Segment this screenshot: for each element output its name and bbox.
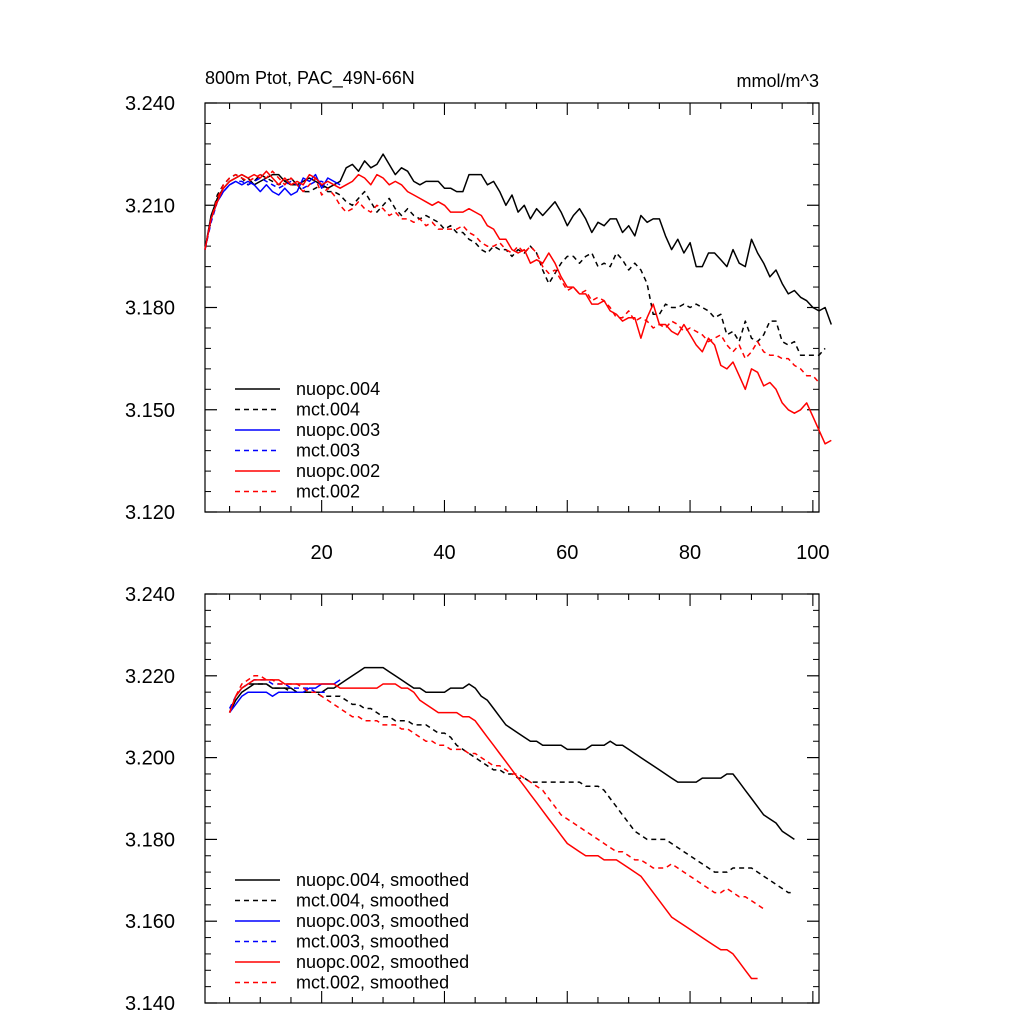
x-tick-label: 60 (556, 542, 578, 564)
y-tick-label: 3.180 (125, 298, 175, 320)
legend-label: nuopc.004 (296, 379, 380, 399)
y-tick-label: 3.210 (125, 195, 175, 217)
legend-label: nuopc.004, smoothed (296, 870, 469, 890)
y-tick-label: 3.120 (125, 502, 175, 524)
axis-ticks-top: 3.120 3.150 3.180 3.210 3.240 20 40 60 80 100 (125, 93, 830, 564)
legend-label: nuopc.003 (296, 420, 380, 440)
y-tick-label: 3.240 (125, 584, 175, 606)
x-tick-label: 100 (796, 542, 829, 564)
legend-label: mct.004 (296, 400, 360, 420)
y-tick-label: 3.220 (125, 666, 175, 688)
x-tick-label: 80 (679, 542, 701, 564)
axis-ticks-bottom: 3.140 3.160 3.180 3.200 3.220 3.240 (125, 584, 819, 1015)
legend-label: mct.002, smoothed (296, 973, 449, 993)
y-tick-label: 3.160 (125, 911, 175, 933)
legend-label: nuopc.003, smoothed (296, 911, 469, 931)
x-tick-label: 40 (433, 542, 455, 564)
series-line-nuopc-004-smoothed (228, 666, 795, 841)
series-line-nuopc-004 (204, 153, 833, 325)
y-tick-label: 3.240 (125, 93, 175, 115)
x-tick-label: 20 (311, 542, 333, 564)
series-line-mct-004-smoothed (228, 683, 795, 894)
series-lines-top (204, 153, 833, 445)
series-line-nuopc-002-smoothed (228, 679, 758, 980)
chart-units: mmol/m^3 (737, 71, 819, 91)
y-tick-label: 3.150 (125, 400, 175, 422)
y-tick-label: 3.200 (125, 748, 175, 770)
legend-top: nuopc.004mct.004nuopc.003mct.003nuopc.00… (235, 379, 380, 502)
series-lines-bottom (228, 666, 795, 980)
y-tick-label: 3.180 (125, 829, 175, 851)
legend-label: nuopc.002, smoothed (296, 952, 469, 972)
series-line-mct-002-smoothed (228, 675, 765, 910)
plot-frame-bottom (204, 593, 820, 1004)
chart-title: 800m Ptot, PAC_49N-66N (205, 68, 415, 89)
series-line-nuopc-002 (204, 170, 832, 445)
legend-label: mct.004, smoothed (296, 891, 449, 911)
legend-label: nuopc.002 (296, 461, 380, 481)
series-line-mct-004 (204, 173, 826, 356)
legend-label: mct.003 (296, 441, 360, 461)
legend-label: mct.002 (296, 482, 360, 502)
series-line-mct-002 (204, 170, 820, 384)
legend-label: mct.003, smoothed (296, 932, 449, 952)
y-tick-label: 3.140 (125, 993, 175, 1015)
series-line-mct-003 (204, 177, 329, 250)
